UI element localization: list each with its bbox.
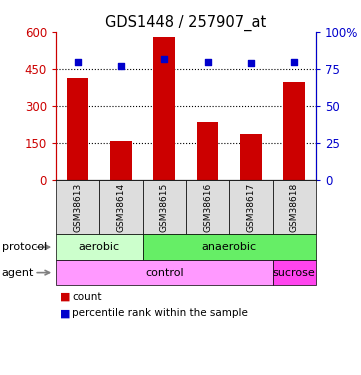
Text: control: control: [145, 268, 183, 278]
Point: [248, 60, 254, 66]
Bar: [153, 37, 175, 180]
Bar: [67, 78, 88, 180]
Text: count: count: [72, 292, 102, 302]
Bar: [240, 134, 262, 180]
Text: GSM38618: GSM38618: [290, 183, 299, 232]
Text: percentile rank within the sample: percentile rank within the sample: [72, 309, 248, 318]
Text: anaerobic: anaerobic: [202, 242, 257, 252]
Point: [118, 63, 124, 69]
Text: GSM38616: GSM38616: [203, 183, 212, 232]
Point: [75, 58, 81, 64]
Text: sucrose: sucrose: [273, 268, 316, 278]
Point: [205, 58, 210, 64]
Text: aerobic: aerobic: [79, 242, 120, 252]
Text: protocol: protocol: [2, 242, 47, 252]
Text: GSM38614: GSM38614: [117, 183, 125, 232]
Bar: [110, 141, 132, 180]
Bar: [283, 82, 305, 180]
Title: GDS1448 / 257907_at: GDS1448 / 257907_at: [105, 14, 266, 30]
Text: GSM38613: GSM38613: [73, 183, 82, 232]
Point: [291, 58, 297, 64]
Point: [161, 56, 167, 62]
Text: GSM38615: GSM38615: [160, 183, 169, 232]
Text: ■: ■: [60, 292, 70, 302]
Text: ■: ■: [60, 309, 70, 318]
Bar: [197, 122, 218, 180]
Text: GSM38617: GSM38617: [247, 183, 255, 232]
Text: agent: agent: [2, 268, 34, 278]
